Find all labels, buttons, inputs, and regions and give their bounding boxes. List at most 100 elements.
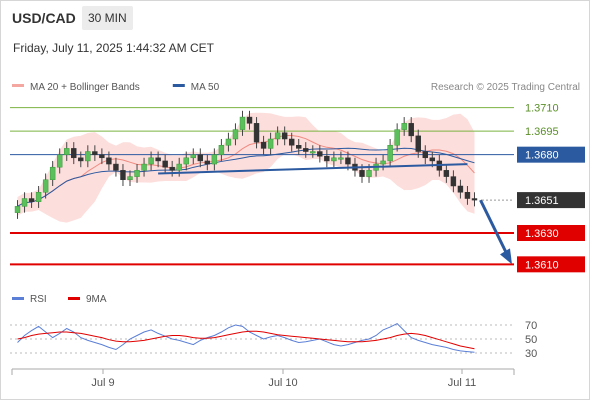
rsi-series-9ma [17, 330, 475, 350]
trend-line-0 [158, 163, 468, 175]
candle [274, 132, 281, 140]
candle [42, 179, 49, 193]
rsi-tick-label-0: 70 [525, 320, 537, 332]
candle [338, 157, 344, 160]
price-level-label-4: 1.3630 [525, 228, 559, 240]
candle [366, 170, 372, 177]
candle [106, 157, 112, 165]
candle [429, 157, 436, 162]
candle [162, 160, 168, 168]
timeframe-button[interactable]: 30 MIN [82, 6, 133, 30]
candle [183, 157, 189, 165]
candle [56, 154, 63, 168]
candle [169, 166, 175, 171]
candle [85, 151, 91, 162]
candle [92, 151, 98, 155]
candle [303, 148, 309, 152]
price-level-tag-3 [517, 192, 585, 209]
candle [78, 157, 84, 162]
price-level-label-5: 1.3610 [525, 259, 559, 271]
x-tick-label-0: Jul 9 [91, 377, 114, 389]
legend-swatch-1 [172, 84, 185, 87]
candle [246, 116, 253, 124]
timestamp: Friday, July 11, 2025 1:44:32 AM CET [13, 41, 214, 55]
bollinger-band [17, 112, 475, 223]
chart-header: USD/CAD 30 MIN [0, 0, 590, 36]
price-level-label-3: 1.3651 [525, 195, 559, 207]
candle [127, 176, 133, 180]
price-level-tag-4 [517, 225, 585, 241]
candle [113, 163, 119, 171]
candle [443, 170, 450, 177]
candle [197, 154, 204, 162]
candle [408, 123, 414, 137]
price-level-tag-2 [517, 146, 585, 163]
rsi-legend-swatch-0 [12, 297, 24, 300]
candle [148, 157, 154, 165]
candle [401, 123, 407, 130]
price-level-label-1: 1.3695 [525, 126, 559, 138]
ma50-line [17, 147, 475, 207]
candle [141, 163, 147, 171]
rsi-tick-label-2: 30 [525, 348, 537, 360]
legend-swatch-0 [12, 84, 24, 87]
candle [71, 148, 77, 159]
x-tick-label-1: Jul 10 [268, 377, 297, 389]
candle [394, 129, 400, 146]
candle [415, 135, 421, 152]
price-level-label-0: 1.3710 [525, 103, 559, 115]
candle [471, 198, 478, 201]
candle [380, 160, 386, 165]
candle [464, 192, 471, 199]
chart-credit: Research © 2025 Trading Central [431, 82, 580, 93]
candle [267, 138, 274, 149]
symbol-title: USD/CAD [12, 10, 76, 26]
candle [324, 155, 330, 162]
forecast-arrow-shaft [479, 199, 510, 257]
candle [288, 138, 295, 146]
candle [225, 138, 232, 146]
candle [422, 151, 428, 159]
candle [387, 145, 393, 162]
candle [317, 151, 323, 157]
candle [359, 170, 365, 177]
candle [190, 154, 196, 159]
legend-label-1: MA 50 [191, 82, 220, 93]
candle [14, 206, 21, 213]
candle [99, 154, 105, 159]
legend-label-0: MA 20 + Bollinger Bands [30, 82, 140, 93]
candle [450, 176, 457, 187]
candle [64, 148, 70, 155]
rsi-legend-label-0: RSI [30, 294, 47, 305]
candle [49, 166, 56, 180]
rsi-series-rsi [17, 322, 475, 353]
rsi-tick-label-1: 50 [525, 334, 537, 346]
candle [457, 185, 464, 193]
candle [176, 163, 182, 171]
candle [310, 151, 316, 154]
x-tick-label-2: Jul 11 [448, 377, 477, 389]
candle [21, 198, 28, 207]
candle [345, 157, 351, 165]
ma20-line [17, 135, 475, 207]
price-level-tag-5 [517, 256, 585, 273]
candle [239, 116, 246, 130]
rsi-legend-label-1: 9MA [86, 294, 107, 305]
candle [232, 129, 239, 140]
forecast-arrow-head [500, 248, 512, 265]
price-level-label-2: 1.3680 [525, 150, 559, 162]
candle [35, 192, 42, 202]
candle [204, 160, 211, 165]
candle [28, 198, 35, 202]
candle [134, 170, 140, 177]
candle [253, 123, 260, 143]
candle [218, 145, 225, 155]
candle [281, 132, 288, 140]
candle [260, 141, 267, 149]
candle [211, 154, 218, 165]
candle [120, 170, 126, 180]
candle [155, 157, 161, 162]
candle [296, 145, 302, 149]
rsi-legend-swatch-1 [68, 297, 80, 300]
